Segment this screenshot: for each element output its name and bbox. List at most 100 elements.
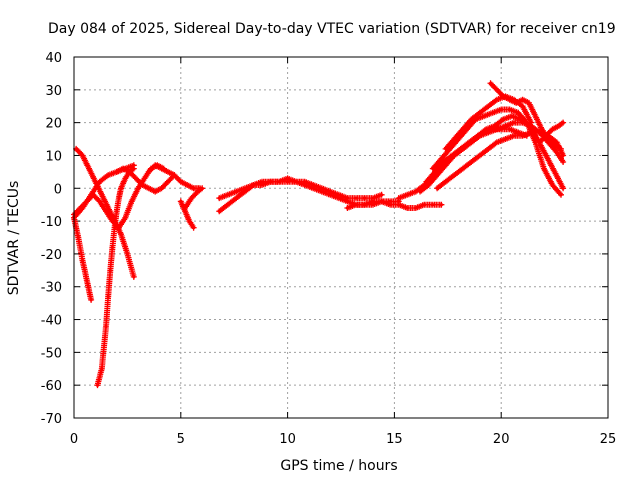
data-point	[153, 163, 157, 167]
data-point	[533, 114, 538, 118]
data-point	[397, 203, 401, 207]
data-point	[76, 235, 80, 240]
data-point	[461, 167, 465, 171]
data-point	[121, 167, 125, 171]
data-point	[132, 275, 136, 279]
data-point	[424, 180, 428, 184]
data-point	[337, 196, 341, 200]
data-point	[187, 219, 191, 223]
data-point	[486, 130, 490, 135]
data-point	[469, 117, 473, 121]
data-point	[514, 101, 518, 105]
data-point	[559, 193, 563, 197]
data-point	[414, 206, 418, 210]
y-axis-label: SDTVAR / TECUs	[6, 181, 22, 296]
series-track-h	[177, 198, 197, 231]
data-point	[521, 104, 525, 108]
data-point	[452, 173, 456, 177]
data-point	[405, 206, 409, 210]
data-point	[482, 114, 486, 118]
data-point	[294, 180, 298, 184]
data-point	[529, 130, 533, 135]
data-point	[397, 199, 401, 203]
series-track-d	[94, 165, 137, 389]
plot-frame	[73, 56, 609, 419]
data-point	[371, 203, 375, 207]
data-point	[320, 190, 324, 194]
data-point	[488, 81, 493, 85]
data-point	[80, 153, 85, 158]
data-point	[183, 206, 187, 210]
data-point	[345, 196, 349, 200]
data-point	[286, 176, 290, 180]
data-point	[147, 186, 151, 190]
y-tick-label: 30	[45, 84, 62, 99]
data-point	[106, 206, 110, 210]
data-point	[354, 196, 358, 200]
data-point	[521, 134, 525, 138]
data-point	[501, 117, 505, 121]
data-point	[98, 180, 102, 184]
data-point	[467, 140, 471, 144]
data-point	[78, 206, 82, 210]
data-point	[192, 226, 196, 230]
data-point	[166, 170, 170, 174]
data-point	[328, 193, 332, 197]
data-point	[495, 127, 499, 131]
data-point	[553, 170, 557, 174]
y-tick-label: -70	[41, 412, 62, 427]
data-point	[328, 190, 332, 194]
data-point	[441, 160, 446, 164]
data-point	[561, 186, 565, 190]
data-point	[499, 107, 503, 112]
data-point	[179, 199, 183, 203]
data-point	[510, 114, 514, 118]
data-point	[123, 216, 127, 220]
data-point	[277, 180, 281, 184]
y-tick-label: 40	[45, 51, 62, 66]
data-point	[185, 183, 189, 187]
data-point	[561, 153, 565, 158]
y-tick-label: -30	[41, 281, 62, 296]
data-point	[251, 183, 255, 187]
series-track-i	[182, 185, 206, 211]
data-point	[217, 196, 221, 200]
y-tick-label: 10	[45, 149, 62, 164]
data-point	[362, 196, 367, 200]
data-point	[508, 98, 512, 102]
y-tick-label: 20	[45, 117, 62, 132]
data-point	[106, 295, 110, 299]
data-point	[260, 183, 264, 187]
data-point	[508, 107, 512, 112]
data-point	[311, 186, 315, 190]
data-point	[125, 252, 129, 256]
data-point	[418, 190, 422, 194]
data-point	[450, 153, 454, 158]
series-track-q	[434, 129, 567, 192]
data-point	[303, 180, 307, 184]
data-point	[503, 137, 508, 141]
data-point	[433, 170, 437, 174]
data-point	[435, 186, 439, 190]
data-point	[115, 170, 119, 174]
data-point	[234, 196, 238, 200]
data-point	[74, 147, 78, 151]
data-point	[123, 176, 127, 180]
data-point	[388, 203, 392, 207]
data-point	[172, 173, 176, 177]
data-point	[559, 147, 563, 151]
y-tick-label: -20	[41, 248, 62, 263]
data-point	[397, 196, 401, 200]
data-point	[561, 160, 565, 164]
data-point	[540, 127, 544, 131]
data-point	[110, 245, 114, 249]
data-point	[130, 199, 134, 203]
data-point	[140, 183, 144, 187]
data-point	[104, 324, 108, 328]
data-point	[104, 209, 108, 213]
data-point	[217, 209, 221, 213]
data-point	[362, 203, 367, 207]
data-point	[166, 180, 170, 184]
data-point	[555, 150, 559, 154]
data-point	[380, 199, 384, 203]
